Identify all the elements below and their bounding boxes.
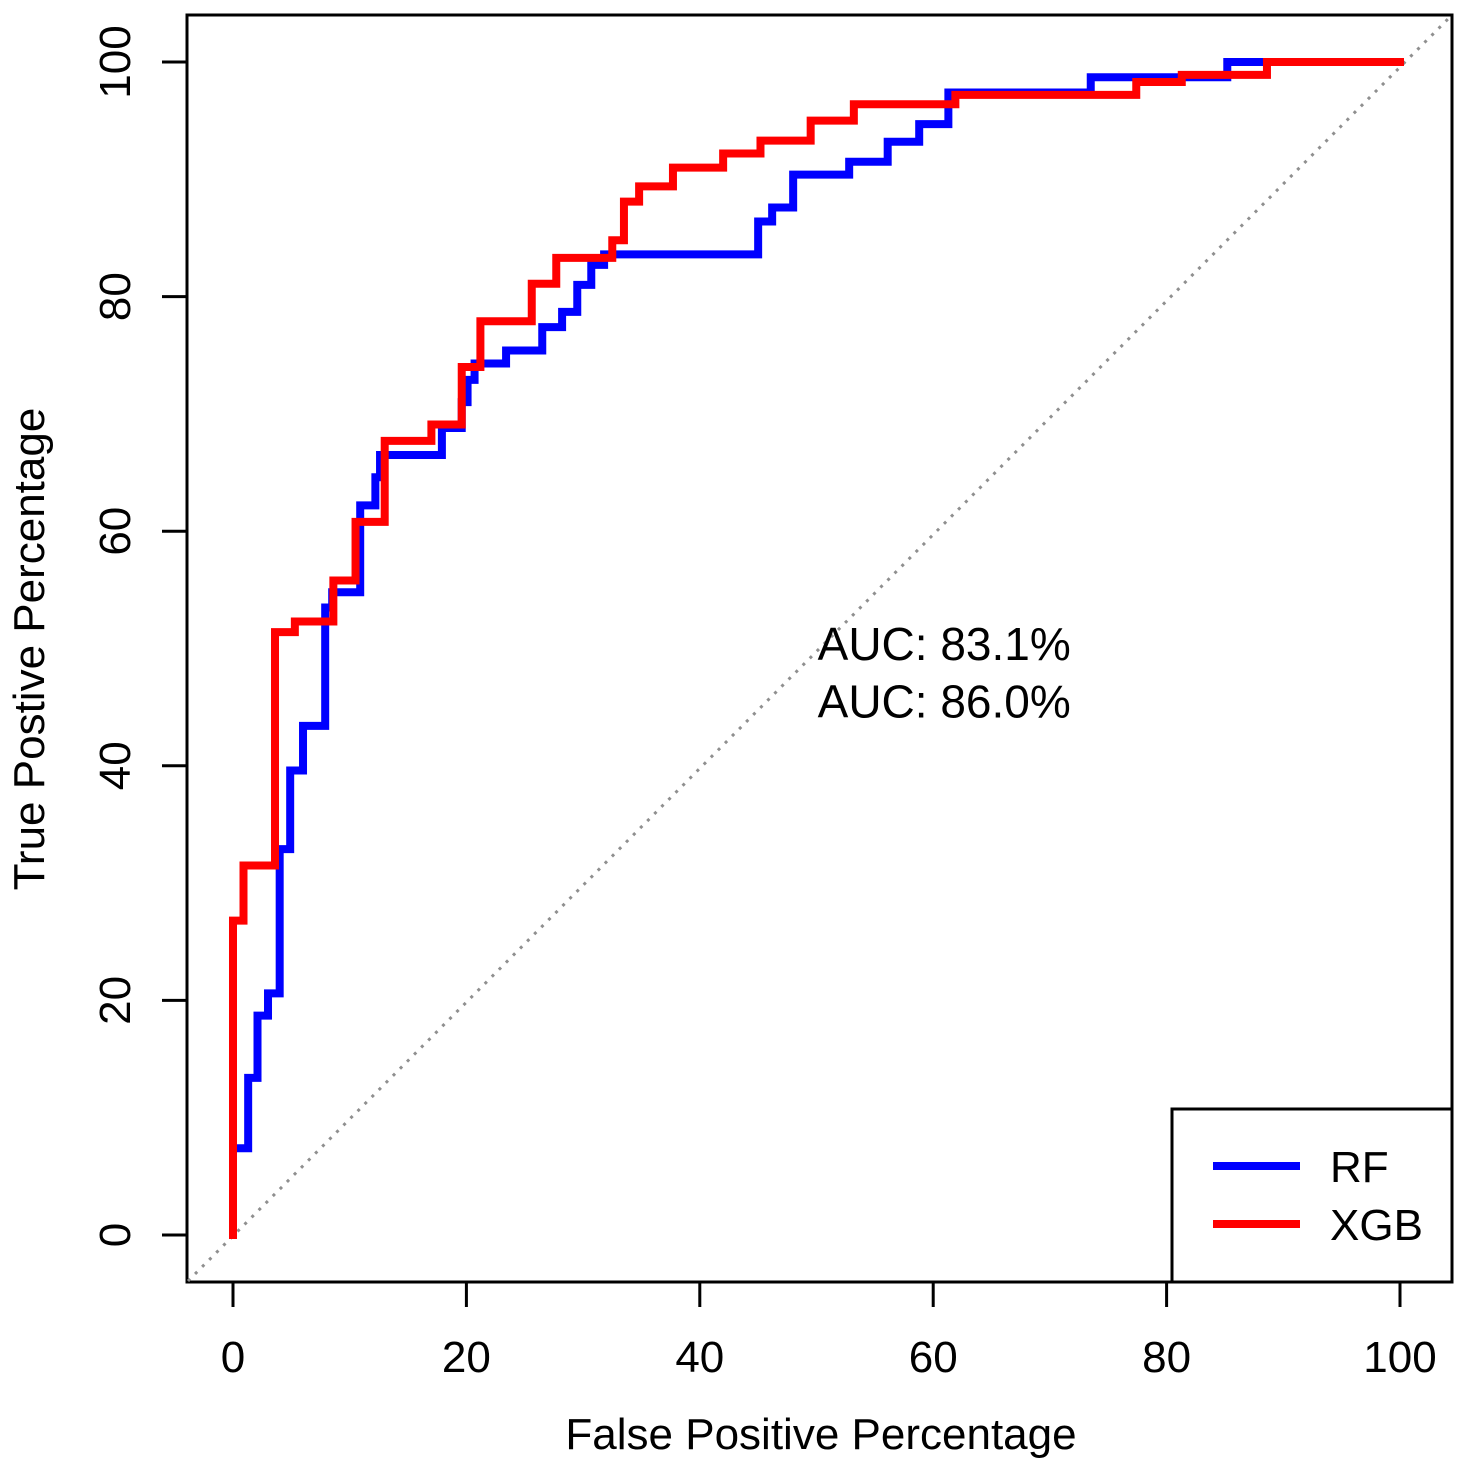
auc-annotation-0: AUC: 83.1% [818,618,1071,670]
x-tick-label: 100 [1363,1333,1436,1382]
legend-border [1170,1107,1454,1284]
y-tick-label: 60 [91,507,140,556]
legend: RF XGB [1170,1107,1454,1284]
roc-curves [229,58,1404,1239]
y-tick-label: 40 [91,741,140,790]
y-tick-label: 100 [91,25,140,98]
x-tick-label: 40 [675,1333,724,1382]
legend-label-rf: RF [1330,1143,1389,1192]
y-tick-label: 0 [91,1223,140,1247]
x-tick-label: 0 [221,1333,245,1382]
legend-label-xgb: XGB [1330,1201,1423,1250]
x-tick-label: 80 [1142,1333,1191,1382]
legend-items: RF XGB [1213,1143,1423,1250]
y-tick-label: 80 [91,272,140,321]
auc-annotation-1: AUC: 86.0% [818,676,1071,728]
x-tick-label: 20 [442,1333,491,1382]
y-axis-title: True Postive Percentage [5,408,54,891]
y-tick-label: 20 [91,976,140,1025]
roc-curve-xgb [229,58,1404,1239]
x-tick-label: 60 [909,1333,958,1382]
plot-border [185,13,1454,1284]
x-axis: 0 20 40 60 80 100 [221,1282,1437,1382]
x-axis-title: False Positive Percentage [565,1410,1076,1459]
y-axis: 0 20 40 60 80 100 [91,25,187,1247]
diagonal-reference-line [186,13,1454,1283]
auc-annotations: AUC: 83.1% AUC: 86.0% [818,618,1071,727]
